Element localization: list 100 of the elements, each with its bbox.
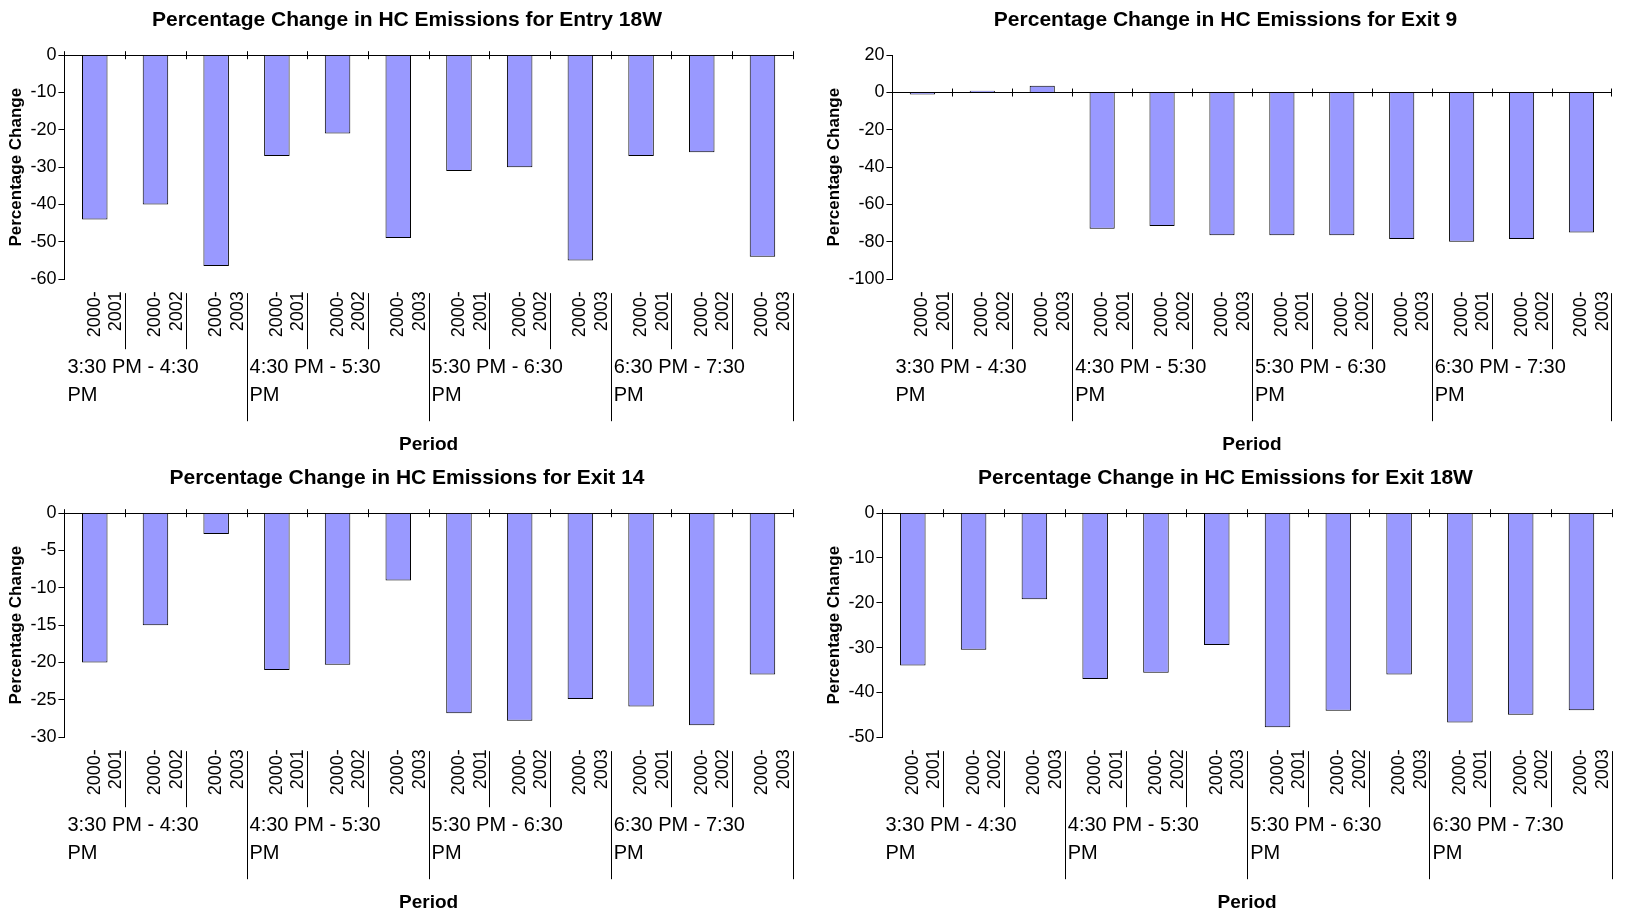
y-tick-label: 0 xyxy=(46,44,57,65)
x-tick-label: 2000-2001 xyxy=(1450,291,1493,338)
x-tick-label: 2000-2003 xyxy=(205,291,247,338)
x-tick-label: 2000-2001 xyxy=(447,291,490,338)
x-tick-label: 2000-2002 xyxy=(1330,291,1373,338)
x-tick-label: 2000-2003 xyxy=(569,291,611,338)
y-tick-label: -50 xyxy=(30,230,57,251)
x-tick-label: 2000-2003 xyxy=(387,749,429,796)
y-tick-label: -10 xyxy=(848,546,875,567)
y-tick-label: -20 xyxy=(30,651,57,672)
text: 3:30 PM - 4:30 PM xyxy=(895,354,1027,405)
y-tick-label: 0 xyxy=(874,81,885,102)
text: 4:30 PM - 5:30 PM xyxy=(249,812,381,863)
y-tick-label: -5 xyxy=(40,539,57,560)
x-tick-label: 2000-2003 xyxy=(1390,291,1433,338)
text: 3:30 PM - 4:30 PM xyxy=(67,354,199,405)
y-tick-label: -50 xyxy=(848,726,875,747)
x-tick-label: 2000-2002 xyxy=(508,749,551,796)
x-tick-label: 2000-2001 xyxy=(265,291,308,338)
x-tick-label: 2000-2003 xyxy=(205,749,247,796)
x-tick-label: 2000-2003 xyxy=(1570,749,1613,796)
x-tick-label: 2000-2002 xyxy=(326,291,369,338)
x-tick-label: 2000-2002 xyxy=(1510,291,1553,338)
y-tick-label: -30 xyxy=(30,156,57,177)
x-axis-title: Period xyxy=(399,890,459,912)
x-tick-label: 2000-2002 xyxy=(326,749,369,796)
x-tick-label: 2000-2002 xyxy=(1509,749,1552,796)
text: 5:30 PM - 6:30 PM xyxy=(431,354,563,405)
x-tick-label: 2000-2001 xyxy=(630,749,672,796)
x-tick-label: 2000-2002 xyxy=(144,749,187,796)
y-axis-title: Percentage Change xyxy=(823,87,843,247)
x-tick-label: 2000-2001 xyxy=(83,749,126,796)
x-tick-label: 2000-2002 xyxy=(1144,749,1187,796)
x-tick-label: 2000-2002 xyxy=(962,749,1005,796)
x-tick-label: 2000-2002 xyxy=(144,291,187,338)
y-tick-label: -30 xyxy=(30,726,57,747)
y-tick-label: -40 xyxy=(848,681,875,702)
text: 5:30 PM - 6:30 PM xyxy=(1254,354,1387,405)
text: 6:30 PM - 7:30 PM xyxy=(613,812,745,863)
y-tick-label: 20 xyxy=(864,44,885,65)
y-tick-label: -10 xyxy=(30,576,57,597)
x-axis-title: Period xyxy=(1222,432,1282,454)
x-tick-label: 2000-2003 xyxy=(1570,291,1613,338)
x-tick-label: 2000-2003 xyxy=(751,291,794,338)
text: 4:30 PM - 5:30 PM xyxy=(249,354,381,405)
text: 6:30 PM - 7:30 PM xyxy=(1432,812,1564,863)
x-tick-label: 2000-2001 xyxy=(901,749,944,796)
x-tick-label: 2000-2001 xyxy=(1091,291,1133,338)
x-tick-label: 2000-2001 xyxy=(83,291,126,338)
x-tick-label: 2000-2001 xyxy=(447,749,490,796)
x-tick-label: 2000-2003 xyxy=(387,291,429,338)
x-tick-label: 2000-2001 xyxy=(630,291,672,338)
y-tick-label: 0 xyxy=(46,502,57,523)
y-tick-label: 0 xyxy=(864,502,875,523)
chart-title: Percentage Change in HC Emissions for Exit 18W xyxy=(978,465,1474,489)
y-tick-label: -20 xyxy=(858,118,885,139)
y-tick-label: -60 xyxy=(858,193,885,214)
x-tick-label: 2000-2002 xyxy=(690,291,733,338)
y-axis-title: Percentage Change xyxy=(823,545,843,705)
x-tick-label: 2000-2002 xyxy=(1327,749,1369,796)
x-tick-label: 2000-2003 xyxy=(751,749,794,796)
x-tick-label: 2000-2002 xyxy=(971,291,1013,338)
text: 4:30 PM - 5:30 PM xyxy=(1067,812,1199,863)
x-tick-label: 2000-2002 xyxy=(1151,291,1193,338)
x-tick-label: 2000-2001 xyxy=(1266,749,1309,796)
y-tick-label: -15 xyxy=(30,614,57,635)
y-tick-label: -60 xyxy=(30,268,57,289)
x-tick-label: 2000-2001 xyxy=(1270,291,1313,338)
chart-title: Percentage Change in HC Emissions for Exit 14 xyxy=(169,465,645,489)
y-tick-label: -20 xyxy=(30,118,57,139)
y-tick-label: -30 xyxy=(848,636,875,657)
x-tick-label: 2000-2003 xyxy=(1031,291,1073,338)
x-tick-label: 2000-2001 xyxy=(1448,749,1491,796)
y-tick-label: -100 xyxy=(848,268,885,289)
chart-title: Percentage Change in HC Emissions for Exit 9 xyxy=(993,7,1458,31)
x-axis-title: Period xyxy=(399,432,459,454)
x-tick-label: 2000-2001 xyxy=(1084,749,1126,796)
y-tick-label: -20 xyxy=(848,591,875,612)
text: 6:30 PM - 7:30 PM xyxy=(613,354,745,405)
y-tick-label: -80 xyxy=(858,230,885,251)
y-tick-label: -40 xyxy=(858,156,885,177)
y-tick-label: -25 xyxy=(30,688,57,709)
text: 5:30 PM - 6:30 PM xyxy=(1250,812,1382,863)
x-tick-label: 2000-2003 xyxy=(569,749,611,796)
text: 6:30 PM - 7:30 PM xyxy=(1434,354,1566,405)
text: 4:30 PM - 5:30 PM xyxy=(1075,354,1207,405)
x-tick-label: 2000-2003 xyxy=(1210,291,1253,338)
x-axis-title: Period xyxy=(1217,890,1277,912)
x-tick-label: 2000-2003 xyxy=(1388,749,1430,796)
text: 3:30 PM - 4:30 PM xyxy=(885,812,1017,863)
x-tick-label: 2000-2002 xyxy=(690,749,733,796)
text: 5:30 PM - 6:30 PM xyxy=(431,812,563,863)
y-axis-title: Percentage Change xyxy=(5,545,25,705)
chart-title: Percentage Change in HC Emissions for Entry 18W xyxy=(152,7,663,31)
x-tick-label: 2000-2002 xyxy=(508,291,551,338)
y-tick-label: -10 xyxy=(30,81,57,102)
x-tick-label: 2000-2003 xyxy=(1023,749,1065,796)
x-tick-label: 2000-2001 xyxy=(265,749,308,796)
x-tick-label: 2000-2001 xyxy=(911,291,953,338)
y-tick-label: -40 xyxy=(30,193,57,214)
